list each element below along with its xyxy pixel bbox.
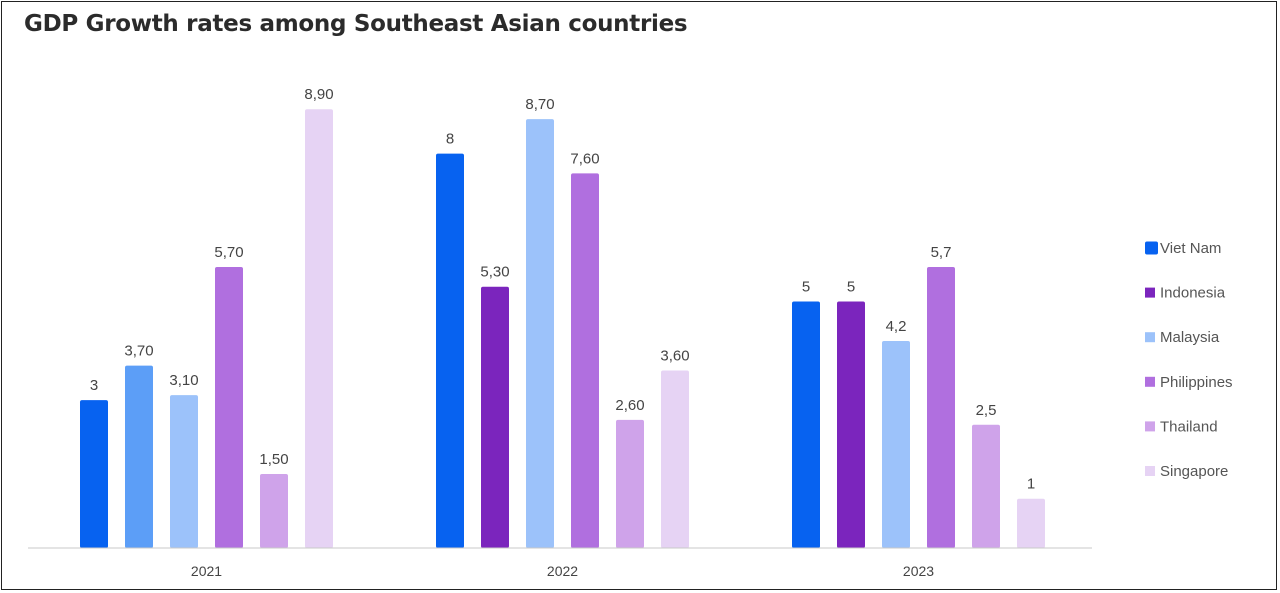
bar-singapore-2023 [1017, 498, 1045, 548]
value-label-viet-nam-2023: 5 [802, 279, 810, 296]
category-labels-group: 2021 2022 2023 [191, 563, 934, 579]
bar-viet-nam-2022 [436, 153, 464, 548]
x-tick-label-2022: 2022 [547, 563, 578, 579]
bar-philippines-2021 [215, 266, 243, 548]
value-label-thailand-2023: 2,5 [976, 402, 997, 419]
bar-malaysia-2023 [882, 340, 910, 548]
legend-swatch-philippines [1145, 376, 1155, 387]
value-label-indonesia-2023: 5 [847, 279, 855, 296]
bar-indonesia-2021 [125, 365, 153, 548]
value-label-malaysia-2023: 4,2 [886, 318, 907, 335]
x-tick-label-2021: 2021 [191, 563, 222, 579]
legend-label-thailand: Thailand [1160, 418, 1218, 435]
bar-viet-nam-2023 [792, 301, 820, 548]
bar-indonesia-2022 [481, 286, 509, 548]
bar-viet-nam-2021 [80, 400, 108, 548]
bar-singapore-2021 [305, 109, 333, 548]
value-label-indonesia-2022: 5,30 [480, 264, 509, 281]
legend-label-singapore: Singapore [1160, 463, 1228, 480]
bar-philippines-2023 [927, 266, 955, 548]
bar-malaysia-2022 [526, 119, 554, 548]
bars-group [80, 109, 1045, 548]
legend-label-indonesia: Indonesia [1160, 285, 1226, 302]
bar-philippines-2022 [571, 173, 599, 548]
legend-label-philippines: Philippines [1160, 374, 1233, 391]
legend-label-malaysia: Malaysia [1160, 329, 1220, 346]
value-label-viet-nam-2021: 3 [90, 377, 98, 394]
value-label-viet-nam-2022: 8 [446, 131, 454, 148]
legend: Viet Nam Indonesia Malaysia Philippines Thai… [1145, 240, 1233, 480]
value-label-singapore-2021: 8,90 [304, 86, 333, 103]
chart-title: GDP Growth rates among Southeast Asian c… [24, 11, 688, 37]
x-tick-label-2023: 2023 [903, 563, 934, 579]
legend-swatch-indonesia [1145, 287, 1155, 298]
legend-swatch-thailand [1145, 421, 1155, 432]
bar-thailand-2021 [260, 474, 288, 548]
value-label-philippines-2023: 5,7 [931, 244, 952, 261]
bar-indonesia-2023 [837, 301, 865, 548]
value-label-indonesia-2021: 3,70 [124, 343, 153, 360]
legend-label-viet-nam: Viet Nam [1160, 240, 1221, 257]
value-label-malaysia-2022: 8,70 [525, 96, 554, 113]
value-label-singapore-2023: 1 [1027, 476, 1035, 493]
bar-singapore-2022 [661, 370, 689, 548]
legend-swatch-malaysia [1145, 332, 1155, 343]
value-label-philippines-2022: 7,60 [570, 150, 599, 167]
value-label-malaysia-2021: 3,10 [169, 372, 198, 389]
value-label-thailand-2022: 2,60 [615, 397, 644, 414]
bar-malaysia-2021 [170, 395, 198, 548]
bar-thailand-2022 [616, 419, 644, 548]
value-label-philippines-2021: 5,70 [214, 244, 243, 261]
value-labels-group: 3 3,70 3,10 5,70 1,50 8,90 8 5,30 8,70 7,60 2,60 3,… [90, 86, 1035, 492]
value-label-thailand-2021: 1,50 [259, 451, 288, 468]
bar-thailand-2023 [972, 424, 1000, 548]
legend-swatch-singapore [1145, 466, 1155, 476]
legend-swatch-viet-nam [1145, 241, 1158, 255]
value-label-singapore-2022: 3,60 [660, 348, 689, 365]
